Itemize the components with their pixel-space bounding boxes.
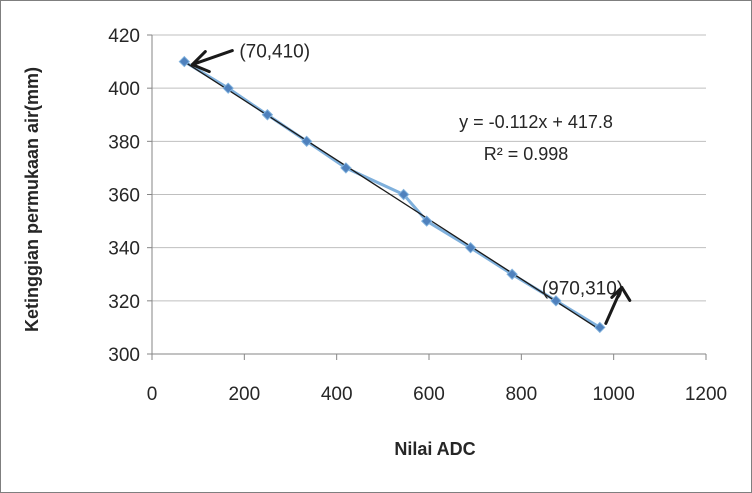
- data-point: [594, 321, 606, 334]
- axis-layer: [147, 34, 707, 360]
- data-point: [506, 268, 518, 280]
- annotation-arrow-first: [190, 49, 234, 74]
- trendline-equation: y = -0.112x + 417.8: [459, 112, 613, 132]
- data-point: [340, 162, 352, 174]
- x-tick-label: 400: [321, 384, 353, 405]
- x-axis-title: Nilai ADC: [394, 439, 475, 459]
- x-tick-label: 600: [413, 384, 445, 405]
- data-point: [550, 295, 562, 307]
- y-tick-label: 300: [108, 345, 140, 366]
- data-point: [261, 109, 274, 121]
- y-tick-label: 400: [108, 79, 140, 100]
- data-point: [222, 82, 234, 94]
- annotation-arrow-last: [604, 285, 632, 325]
- y-tick-label: 340: [108, 239, 140, 260]
- annotation-last-point: (970,310): [542, 278, 623, 299]
- data-point: [420, 215, 433, 227]
- x-tick-label: 0: [147, 384, 158, 405]
- y-tick-label: 380: [108, 132, 140, 153]
- data-point: [300, 135, 313, 148]
- annotation-first-point: (70,410): [239, 42, 310, 63]
- grid-layer: [152, 34, 706, 302]
- x-tick-label: 1200: [685, 384, 727, 405]
- x-tick-label: 200: [228, 384, 260, 405]
- annotation-layer: (70,410) (970,310): [190, 42, 632, 325]
- y-tick-label: 320: [108, 292, 140, 313]
- x-tick-label: 800: [505, 384, 537, 405]
- y-tick-label: 420: [108, 26, 140, 47]
- tick-labels: 300 320 340 360 380 400 420 0 200 400 600 800 1000 12…: [108, 26, 727, 405]
- x-tick-label: 1000: [593, 384, 635, 405]
- trendline-layer: [183, 61, 601, 331]
- data-point: [178, 55, 191, 68]
- y-tick-label: 360: [108, 186, 140, 207]
- trendline-r-squared: R² = 0.998: [484, 144, 569, 164]
- marker-layer: [178, 55, 606, 334]
- data-point: [397, 188, 410, 201]
- data-point: [464, 241, 477, 254]
- y-axis-title: Ketinggian permukaan air(mm): [22, 67, 42, 332]
- trendline: [183, 61, 601, 331]
